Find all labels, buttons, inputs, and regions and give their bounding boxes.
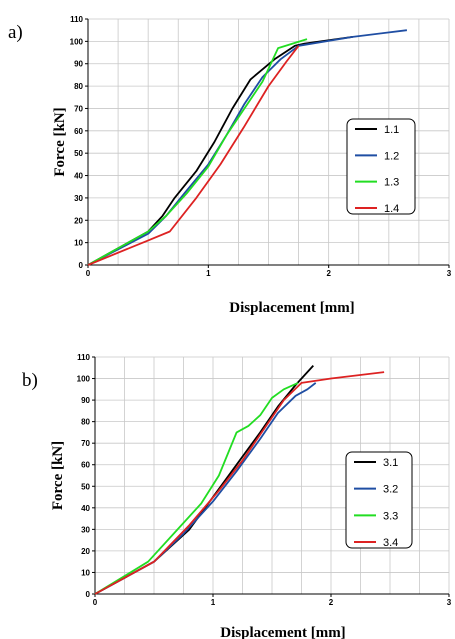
y-axis-title: Force [kN] (50, 441, 66, 510)
y-tick-label: 60 (74, 127, 83, 136)
y-axis-title: Force [kN] (52, 107, 68, 176)
legend-label: 1.1 (384, 124, 399, 136)
legend-label: 3.3 (383, 510, 398, 522)
x-tick-label: 1 (211, 598, 216, 607)
y-tick-label: 0 (79, 261, 84, 270)
x-axis-title: Displacement [mm] (229, 300, 354, 316)
x-tick-label: 1 (206, 269, 211, 278)
legend: 1.1 1.2 1.3 1.4 (346, 118, 416, 215)
x-tick-label: 2 (326, 269, 331, 278)
y-tick-label: 50 (81, 482, 90, 491)
y-tick-label: 60 (81, 461, 90, 470)
series-line-3-4 (94, 371, 385, 595)
series-line-1-4 (87, 45, 300, 266)
legend-box (345, 451, 413, 549)
legend-label: 1.4 (384, 203, 399, 215)
y-tick-label: 10 (74, 239, 83, 248)
series-line-1-1 (87, 36, 353, 266)
y-tick-label: 50 (74, 149, 83, 158)
legend-label: 3.4 (383, 537, 398, 549)
y-tick-label: 0 (86, 590, 91, 599)
legend-label: 1.3 (384, 177, 399, 189)
y-tick-label: 40 (81, 504, 90, 513)
legend: 3.1 3.2 3.3 3.4 (345, 451, 413, 549)
y-tick-label: 40 (74, 172, 83, 181)
x-tick-label: 0 (86, 269, 91, 278)
x-tick-label: 2 (329, 598, 334, 607)
y-tick-label: 20 (74, 216, 83, 225)
series-line-3-3 (94, 382, 299, 595)
y-tick-label: 90 (81, 396, 90, 405)
y-tick-label: 70 (81, 439, 90, 448)
legend-box (346, 118, 416, 215)
x-tick-label: 0 (93, 598, 98, 607)
y-tick-label: 80 (74, 82, 83, 91)
y-tick-label: 100 (77, 375, 91, 384)
series-line-1-3 (87, 38, 308, 266)
y-tick-label: 110 (70, 15, 83, 24)
y-tick-label: 90 (74, 60, 83, 69)
legend-label: 3.1 (383, 457, 398, 469)
x-axis-title: Displacement [mm] (220, 625, 345, 639)
y-tick-label: 80 (81, 418, 90, 427)
panel-label: b) (22, 370, 38, 391)
series-line-3-2 (94, 382, 317, 595)
y-tick-label: 110 (77, 353, 90, 362)
y-tick-label: 30 (81, 525, 90, 534)
y-tick-label: 10 (81, 568, 90, 577)
panel-label: a) (8, 22, 23, 43)
chart-panel-2: b) 0 10 20 30 40 50 60 70 80 90 100 110 0 1 2 3 Displacem… (22, 353, 452, 639)
legend-label: 3.2 (383, 484, 398, 496)
x-tick-label: 3 (447, 269, 452, 278)
legend-label: 1.2 (384, 150, 399, 162)
x-tick-label: 3 (447, 598, 452, 607)
y-tick-label: 20 (81, 547, 90, 556)
y-tick-label: 70 (74, 104, 83, 113)
y-tick-label: 30 (74, 194, 83, 203)
chart-panel-1: a) 0 10 20 30 40 50 60 70 80 90 100 110 0 1 2 3 Displacem… (8, 15, 452, 316)
y-tick-label: 100 (70, 37, 84, 46)
